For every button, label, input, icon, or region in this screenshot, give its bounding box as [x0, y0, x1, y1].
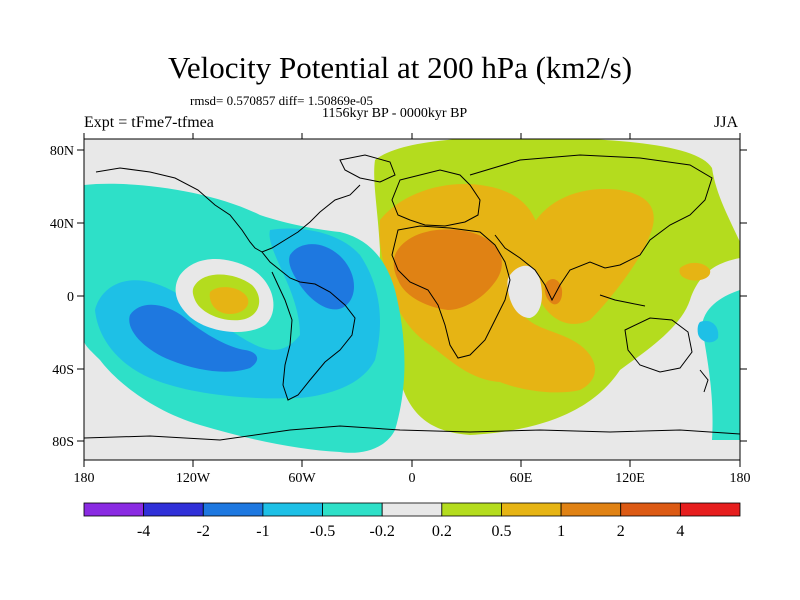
- map-title: Velocity Potential at 200 hPa (km2/s): [167, 50, 633, 85]
- colorbar-label: 0.5: [491, 523, 511, 540]
- colorbar-label: -2: [197, 523, 210, 540]
- tick-marks: [77, 133, 747, 467]
- colorbar-swatch: [202, 502, 264, 517]
- x-tick-label: 120W: [176, 471, 211, 486]
- strong-positive-core-africa: [393, 229, 502, 310]
- neutral-gap-indian-ocean: [507, 265, 542, 318]
- north-america-coast: [95, 167, 361, 253]
- indonesia-coast: [599, 294, 646, 307]
- colorbar-swatch: [322, 502, 383, 517]
- colorbar-swatch: [262, 502, 323, 517]
- y-tick-label: 80S: [52, 435, 74, 450]
- greenland-coast: [339, 154, 396, 183]
- time-period-label: 1156kyr BP - 0000kyr BP: [322, 106, 468, 121]
- y-tick-label: 40S: [52, 363, 74, 378]
- colorbar-label: -1: [256, 523, 269, 540]
- velocity-potential-field: [84, 139, 740, 460]
- colorbar-label: 0.2: [432, 523, 452, 540]
- colorbar-label: 1: [557, 523, 565, 540]
- australia-coast: [624, 317, 693, 373]
- colorbar-label: 2: [617, 523, 625, 540]
- colorbar-label: 4: [676, 523, 684, 540]
- strong-positive-core-india: [544, 278, 563, 305]
- strong-negative-core-pacific: [129, 304, 258, 372]
- colorbar-swatch: [381, 502, 443, 517]
- rmsd-diff-stats: rmsd= 0.570857 diff= 1.50869e-05: [190, 93, 374, 108]
- africa-coast: [391, 225, 511, 359]
- experiment-label: Expt = tFme7-tfmea: [84, 114, 214, 131]
- strong-negative-core-atlantic: [289, 244, 354, 310]
- colorbar-swatch: [501, 502, 562, 517]
- colorbar-label: -0.2: [370, 523, 395, 540]
- x-tick-label: 60W: [288, 471, 316, 486]
- colorbar-swatch: [83, 502, 145, 517]
- colorbar-swatch: [560, 502, 622, 517]
- colorbar-swatch: [143, 502, 204, 517]
- y-tick-label: 40N: [50, 217, 74, 232]
- colorbar-label: -4: [137, 523, 150, 540]
- positive-island-core-pacific: [209, 287, 249, 314]
- coastlines: [84, 154, 740, 441]
- season-label: JJA: [714, 114, 739, 131]
- y-tick-label: 0: [67, 290, 74, 305]
- x-tick-label: 120E: [615, 471, 645, 486]
- colorbar: -4 -2 -1 -0.5 -0.2 0.2 0.5 1 2 4: [83, 502, 741, 540]
- y-tick-label: 80N: [50, 144, 74, 159]
- colorbar-swatch: [679, 502, 741, 517]
- x-tick-label: 60E: [510, 471, 533, 486]
- negative-core-east-edge: [697, 320, 719, 343]
- x-tick-label: 180: [730, 471, 751, 486]
- south-america-coast: [261, 251, 356, 401]
- europe-coast: [391, 169, 481, 227]
- colorbar-label: -0.5: [310, 523, 335, 540]
- new-zealand-coast: [699, 369, 709, 393]
- antarctica-coast: [84, 425, 740, 441]
- asia-coast: [469, 154, 713, 302]
- x-tick-label: 0: [409, 471, 416, 486]
- x-tick-label: 180: [74, 471, 95, 486]
- positive-blob-west-pacific: [679, 262, 711, 281]
- colorbar-swatch: [620, 502, 681, 517]
- colorbar-swatch: [441, 502, 502, 517]
